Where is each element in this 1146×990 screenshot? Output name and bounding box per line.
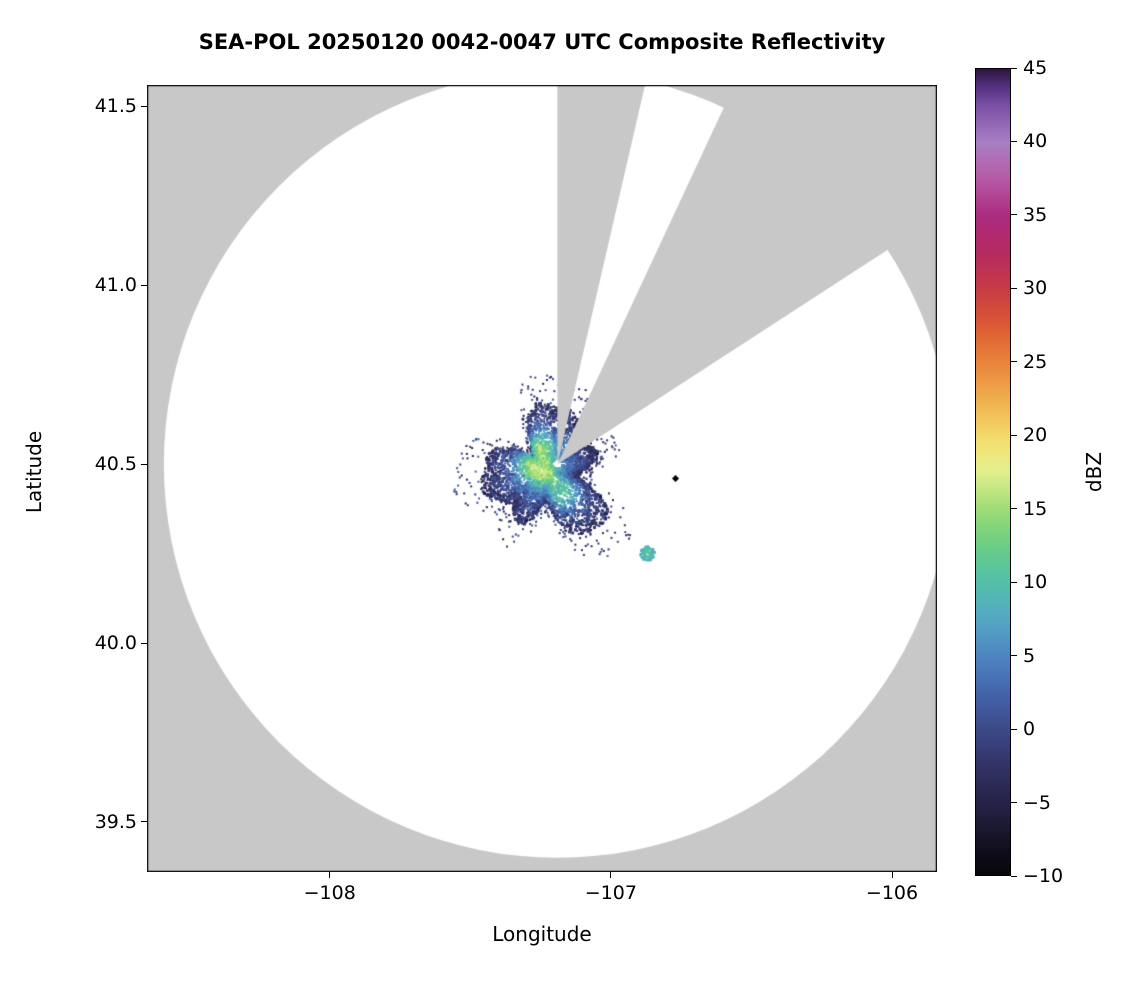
colorbar-tick	[1011, 875, 1017, 877]
colorbar-tick-label: 30	[1023, 277, 1048, 300]
y-tick	[141, 463, 147, 465]
y-tick	[141, 284, 147, 286]
colorbar-tick-label: 45	[1023, 57, 1048, 79]
colorbar-gradient	[975, 68, 1011, 876]
x-tick-label: −108	[303, 882, 356, 904]
colorbar-tick	[1011, 802, 1017, 804]
colorbar-tick	[1011, 655, 1017, 657]
y-tick-label: 39.5	[94, 810, 137, 833]
colorbar-tick-label: −5	[1023, 791, 1052, 814]
y-tick-label: 41.5	[94, 95, 137, 118]
colorbar-tick-label: 35	[1023, 203, 1048, 226]
colorbar-tick-label: 10	[1023, 571, 1048, 594]
colorbar-tick-label: 25	[1023, 350, 1048, 373]
colorbar-tick	[1011, 140, 1017, 142]
y-tick	[141, 642, 147, 644]
colorbar-tick-label: 0	[1023, 718, 1036, 741]
colorbar-tick	[1011, 728, 1017, 730]
colorbar-tick	[1011, 508, 1017, 510]
x-tick	[610, 872, 612, 878]
x-tick	[891, 872, 893, 878]
colorbar-tick	[1011, 67, 1017, 69]
y-tick-label: 41.0	[94, 274, 137, 297]
colorbar-tick	[1011, 434, 1017, 436]
colorbar-tick	[1011, 361, 1017, 363]
y-tick	[141, 105, 147, 107]
y-tick-label: 40.0	[94, 632, 137, 655]
colorbar-tick-label: 20	[1023, 424, 1048, 447]
colorbar-tick	[1011, 287, 1017, 289]
radar-plot-canvas	[147, 85, 937, 872]
colorbar-tick-label: 15	[1023, 497, 1048, 520]
x-tick-label: −107	[584, 882, 637, 904]
colorbar-tick	[1011, 581, 1017, 583]
y-tick	[141, 821, 147, 823]
colorbar-label: dBZ	[1082, 451, 1106, 493]
y-tick-label: 40.5	[94, 453, 137, 476]
colorbar-tick-label: −10	[1023, 865, 1064, 887]
x-axis-label: Longitude	[492, 922, 592, 946]
colorbar-tick	[1011, 214, 1017, 216]
colorbar-tick-label: 5	[1023, 644, 1036, 667]
colorbar-tick-label: 40	[1023, 130, 1048, 153]
x-tick-label: −106	[865, 882, 919, 904]
x-tick	[329, 872, 331, 878]
chart-title: SEA-POL 20250120 0042-0047 UTC Composite…	[198, 30, 886, 54]
